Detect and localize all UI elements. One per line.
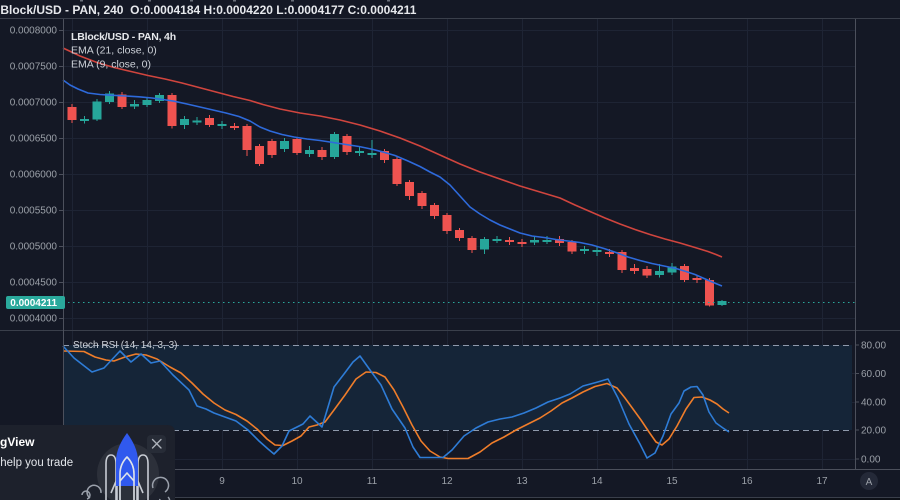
svg-text:We help you trade: We help you trade [0,457,73,469]
svg-text:EMA (21, close, 0): EMA (21, close, 0) [71,45,157,57]
svg-text:10: 10 [291,476,303,487]
svg-text:0.0004500: 0.0004500 [10,278,58,289]
svg-text:60.00: 60.00 [861,369,886,380]
svg-text:LBlock/USD - PAN, 4h: LBlock/USD - PAN, 4h [71,31,176,43]
svg-text:TradingView: TradingView [0,435,35,449]
svg-text:0.0005000: 0.0005000 [10,242,58,253]
svg-text:14: 14 [591,476,603,487]
svg-text:16: 16 [741,476,753,487]
svg-text:9: 9 [219,476,225,487]
svg-text:12: 12 [441,476,453,487]
svg-text:0.00: 0.00 [861,455,881,466]
svg-text:0.0008000: 0.0008000 [10,26,58,37]
svg-text:0.0007500: 0.0007500 [10,62,58,73]
svg-text:0.0004211: 0.0004211 [10,298,57,309]
svg-text:20.00: 20.00 [861,426,886,437]
svg-text:0.0006000: 0.0006000 [10,170,58,181]
svg-text:40.00: 40.00 [861,398,886,409]
svg-text:LBlock/USD - PAN, 240 O:0.000: LBlock/USD - PAN, 240 O:0.0004184 H:0.00… [0,3,417,17]
svg-text:0.0004000: 0.0004000 [10,314,58,325]
svg-text:80.00: 80.00 [861,341,886,352]
svg-text:A: A [866,477,873,488]
svg-text:0.0006500: 0.0006500 [10,134,58,145]
svg-text:EMA (9, close, 0): EMA (9, close, 0) [71,59,151,71]
svg-text:17: 17 [816,476,828,487]
svg-text:0.0007000: 0.0007000 [10,98,58,109]
svg-text:11: 11 [367,476,378,487]
svg-text:13: 13 [516,476,528,487]
svg-text:0.0005500: 0.0005500 [10,206,58,217]
svg-text:15: 15 [666,476,678,487]
svg-text:Stoch RSI (14, 14, 3, 3): Stoch RSI (14, 14, 3, 3) [73,340,178,351]
